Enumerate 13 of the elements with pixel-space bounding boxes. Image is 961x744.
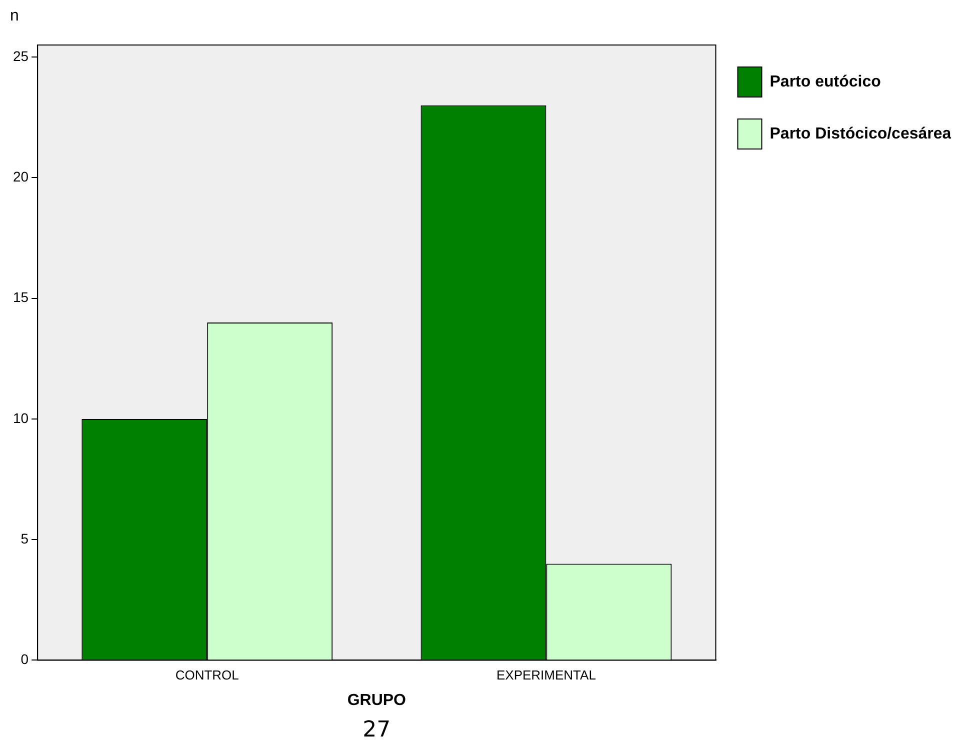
y-axis-title: n	[10, 7, 19, 24]
y-tick-label: 10	[12, 410, 29, 426]
y-tick-label: 25	[12, 48, 29, 64]
y-tick-label: 0	[20, 651, 29, 668]
y-tick-label: 20	[12, 168, 29, 185]
x-tick-label: EXPERIMENTAL	[496, 668, 596, 683]
text: 27	[362, 718, 391, 743]
x-tick-label: CONTROL	[175, 668, 239, 683]
legend-label: Parto eutócico	[770, 73, 882, 90]
legend-label: Parto Distócico/cesárea	[770, 125, 952, 142]
y-tick-label: 5	[20, 530, 29, 546]
y-tick-label: 15	[12, 289, 29, 306]
x-axis-title: GRUPO	[347, 692, 406, 709]
